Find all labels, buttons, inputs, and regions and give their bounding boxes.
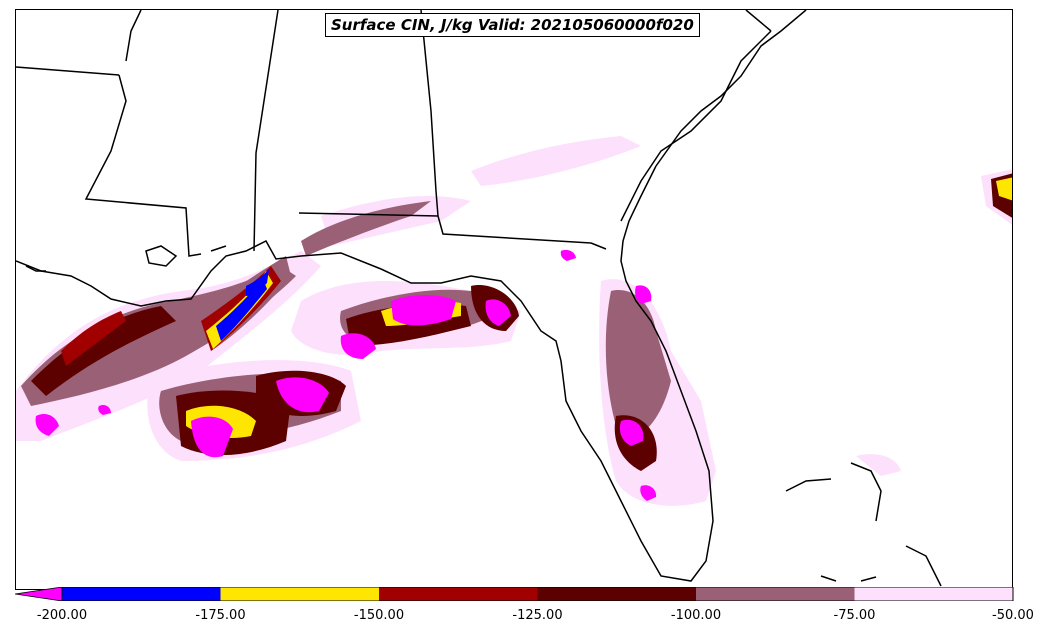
- colorbar-bin-pink: [854, 587, 1013, 601]
- map-panel: [15, 9, 1013, 590]
- colorbar-outline: [61, 587, 1014, 601]
- state-border-lines: [16, 10, 772, 257]
- map-boundaries: [16, 10, 942, 587]
- colorbar-tick-label: -50.00: [992, 608, 1034, 623]
- colorbar-tick-label: -175.00: [195, 608, 246, 623]
- cin-field-layer: [16, 136, 1012, 506]
- colorbar-bin-mauve: [696, 587, 855, 601]
- colorbar-tick-label: -75.00: [833, 608, 876, 623]
- colorbar-bin-red: [379, 587, 538, 601]
- colorbar-tick-label: -125.00: [512, 608, 563, 623]
- gulf-islands: [25, 245, 227, 272]
- colorbar-tick-label: -200.00: [36, 608, 88, 623]
- gulf-coastline: [16, 165, 714, 582]
- colorbar-bin-yellow: [220, 587, 379, 601]
- colorbar-bin-darkred: [537, 587, 696, 601]
- colorbar-tick-label: -100.00: [670, 608, 722, 623]
- map-title: Surface CIN, J/kg Valid: 202105060000f02…: [325, 13, 700, 37]
- bahamas-islands: [785, 462, 942, 587]
- colorbar-extend-triangle: [15, 587, 63, 601]
- colorbar-bin-blue: [62, 587, 221, 601]
- cin-map: [16, 10, 1012, 587]
- atlantic-coastline: [655, 10, 807, 167]
- colorbar-tick-label: -150.00: [353, 608, 405, 623]
- cin-colorbar: [15, 587, 1014, 601]
